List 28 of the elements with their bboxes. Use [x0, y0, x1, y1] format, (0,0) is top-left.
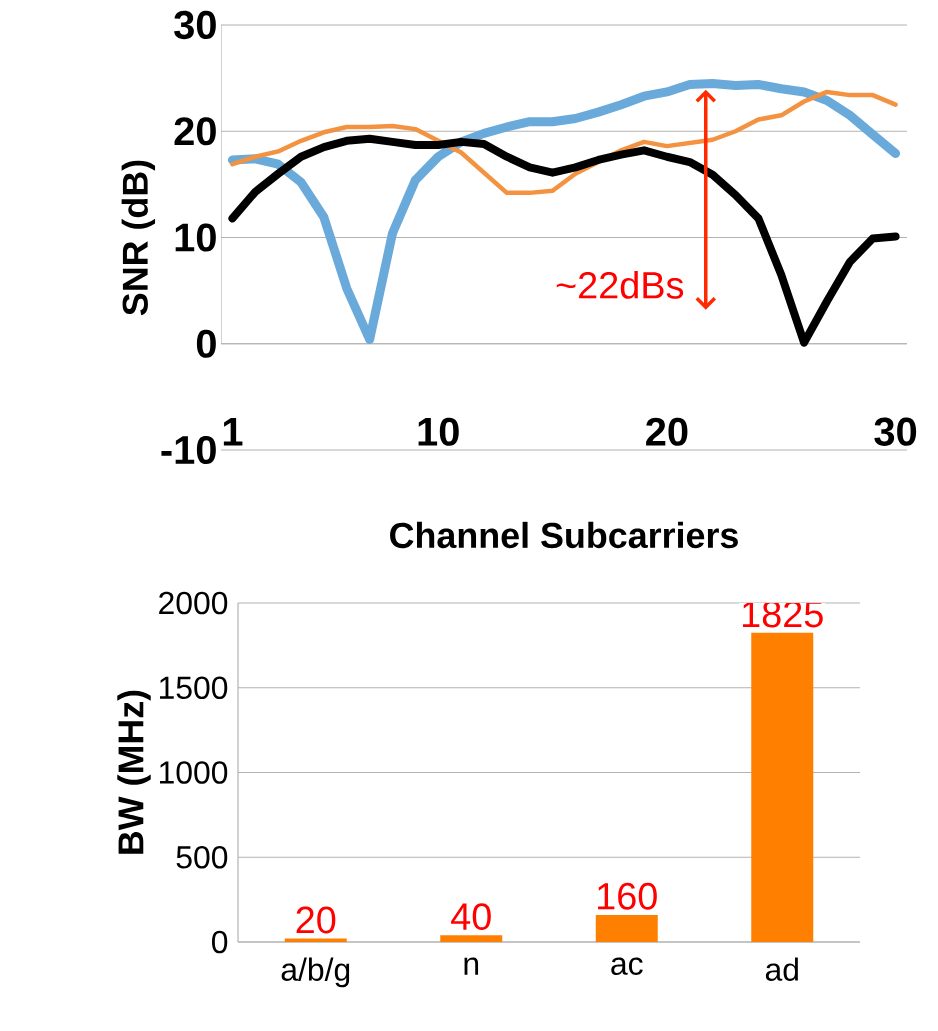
y-tick-label: 0	[196, 329, 216, 358]
y-axis-title: SNR (dB)	[121, 160, 156, 316]
x-tick-label: a/b/g	[281, 957, 350, 988]
x-tick-label: ac	[611, 957, 643, 975]
y-tick-label: 20	[174, 117, 216, 146]
x-tick-label: 10	[418, 417, 459, 446]
y-tick-label: 500	[176, 845, 228, 869]
bar	[595, 914, 658, 942]
x-tick-label: 30	[874, 417, 917, 446]
y-tick-label: 0	[212, 930, 228, 954]
data-label: 160	[598, 882, 657, 910]
data-label: 40	[451, 903, 491, 931]
y-axis-title: BW (MHz)	[117, 690, 151, 854]
y-tick-label: 1000	[159, 761, 228, 784]
bar	[440, 935, 503, 942]
x-tick-label: ad	[765, 957, 798, 981]
annotation: ~22dBs	[556, 270, 684, 299]
data-label: 20	[296, 906, 336, 934]
y-tick-label: 1500	[159, 676, 228, 700]
y-tick-label: 30	[174, 10, 216, 40]
x-tick-label: 20	[646, 417, 688, 446]
y-tick-label: 2000	[159, 591, 228, 615]
bar	[751, 632, 814, 942]
x-tick-label: n	[464, 957, 479, 975]
y-tick-label: -10	[161, 435, 216, 465]
x-axis-title: Channel Subcarriers	[390, 521, 738, 549]
x-tick-label: 1	[223, 418, 243, 446]
y-tick-label: 10	[175, 223, 216, 252]
